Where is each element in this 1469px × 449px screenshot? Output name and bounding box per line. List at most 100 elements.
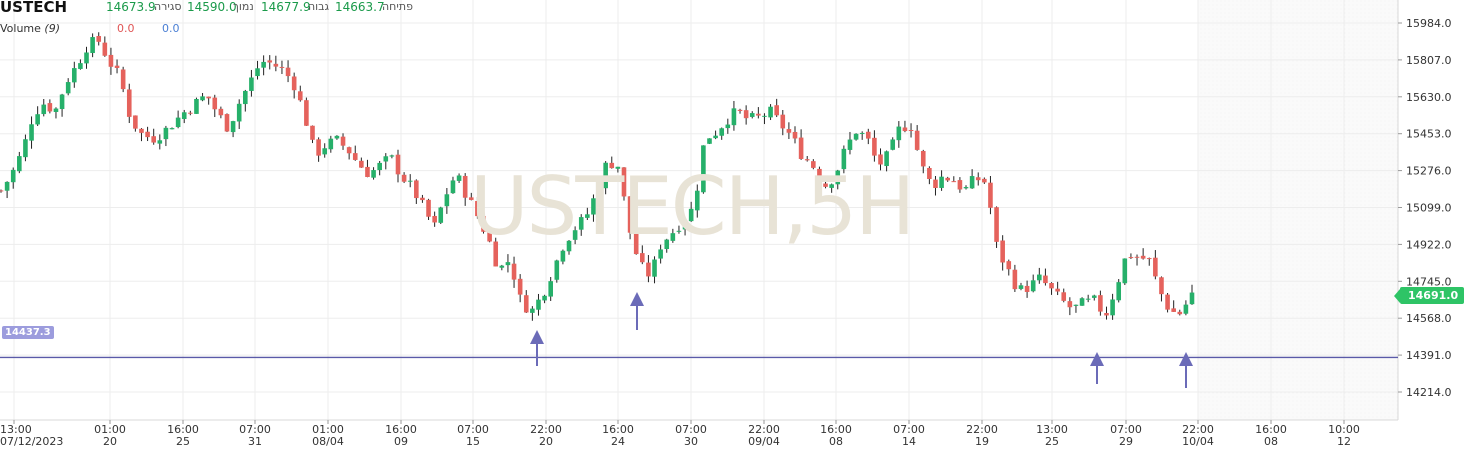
- x-tick-date: 08: [829, 435, 843, 448]
- candle-body: [835, 170, 841, 185]
- x-tick-time: 01:00: [312, 423, 344, 436]
- candle-body: [872, 137, 877, 156]
- candle-body: [933, 179, 938, 188]
- candle-body: [114, 65, 120, 68]
- candle-body: [230, 121, 236, 133]
- x-tick-date: 07/12/2023: [0, 435, 63, 448]
- x-tick-time: 22:00: [748, 423, 780, 436]
- candle-body: [1177, 311, 1183, 315]
- up-arrow-head[interactable]: [1179, 352, 1193, 366]
- candle-body: [878, 154, 883, 165]
- candle-body: [1140, 255, 1146, 259]
- candle-body: [41, 104, 47, 115]
- candle-body: [255, 68, 260, 77]
- candle-body: [1061, 292, 1067, 301]
- x-tick-time: 01:00: [94, 423, 126, 436]
- candle-body: [71, 68, 77, 83]
- candle-body: [481, 216, 486, 232]
- up-arrow-head[interactable]: [630, 292, 644, 306]
- x-tick-time: 16:00: [1255, 423, 1287, 436]
- candle-body: [505, 262, 511, 266]
- candle-body: [548, 281, 553, 297]
- candle-body: [517, 278, 523, 295]
- candle-body: [267, 60, 273, 63]
- candle-body: [328, 138, 334, 150]
- volume-label: Volume: [0, 22, 41, 35]
- x-tick-date: 10/04: [1182, 435, 1214, 448]
- candle-body: [865, 131, 871, 139]
- symbol-name: USTECH: [0, 0, 68, 16]
- up-arrow-head[interactable]: [530, 330, 544, 344]
- candle-body: [133, 115, 138, 129]
- candle-body: [151, 136, 156, 143]
- candle-body: [53, 108, 59, 112]
- candle-body: [615, 166, 621, 169]
- candle-body: [1030, 280, 1036, 292]
- candle-body: [1134, 256, 1140, 258]
- candle-body: [756, 113, 761, 116]
- x-tick-time: 16:00: [820, 423, 852, 436]
- candle-body: [786, 129, 792, 133]
- candle-body: [743, 110, 749, 119]
- candle-body: [768, 106, 773, 118]
- candle-body: [1165, 294, 1170, 310]
- candle-body: [4, 181, 10, 191]
- candle-body: [108, 54, 114, 67]
- candle-body: [896, 126, 902, 141]
- x-tick-time: 22:00: [1182, 423, 1214, 436]
- last-price-badge: 14691.0: [1393, 287, 1465, 304]
- x-tick-date: 15: [466, 435, 480, 448]
- candle-body: [920, 150, 926, 167]
- candle-body: [523, 295, 529, 313]
- candle-body: [169, 128, 175, 130]
- candle-body: [90, 37, 95, 54]
- candle-body: [1012, 269, 1018, 290]
- candle-body: [285, 67, 291, 77]
- candle-body: [578, 217, 584, 230]
- candle-body: [47, 103, 53, 112]
- candle-body: [29, 124, 34, 141]
- candle-body: [1043, 275, 1048, 284]
- candle-body: [1085, 298, 1091, 300]
- candle-body: [670, 233, 676, 241]
- candle-body: [988, 182, 993, 208]
- candle-body: [340, 136, 346, 146]
- candle-body: [78, 63, 83, 69]
- y-tick-label: 14391.0: [1406, 349, 1452, 362]
- candle-body: [627, 196, 633, 233]
- candle-body: [291, 76, 297, 91]
- candle-body: [493, 241, 499, 267]
- candle-body: [945, 177, 950, 181]
- candle-body: [120, 69, 126, 90]
- candle-body: [163, 127, 169, 140]
- candle-body: [438, 207, 444, 223]
- candle-body: [658, 249, 663, 259]
- horizontal-line-label[interactable]: 14437.3: [2, 326, 54, 339]
- x-tick-date: 24: [611, 435, 625, 448]
- candle-body: [371, 170, 376, 178]
- candle-body: [377, 162, 382, 171]
- up-arrow-head[interactable]: [1090, 352, 1104, 366]
- candle-body: [1037, 274, 1042, 281]
- x-tick-date: 14: [902, 435, 916, 448]
- candle-body: [395, 154, 401, 175]
- candle-body: [585, 214, 590, 218]
- candle-body: [914, 130, 920, 150]
- high-label: גבוה: [308, 0, 330, 13]
- candle-body: [188, 112, 193, 114]
- candle-body: [1000, 240, 1005, 263]
- candle-body: [1091, 295, 1097, 298]
- candle-body: [780, 114, 786, 129]
- candle-body: [908, 130, 914, 132]
- candle-body: [572, 230, 578, 240]
- candle-body: [194, 98, 199, 114]
- candle-body: [420, 197, 425, 201]
- candle-body: [1110, 299, 1115, 316]
- candle-body: [853, 133, 859, 140]
- candle-body: [1183, 304, 1189, 314]
- x-tick-date: 25: [1045, 435, 1059, 448]
- candle-body: [243, 90, 248, 105]
- candle-body: [414, 180, 419, 199]
- candle-body: [560, 250, 566, 262]
